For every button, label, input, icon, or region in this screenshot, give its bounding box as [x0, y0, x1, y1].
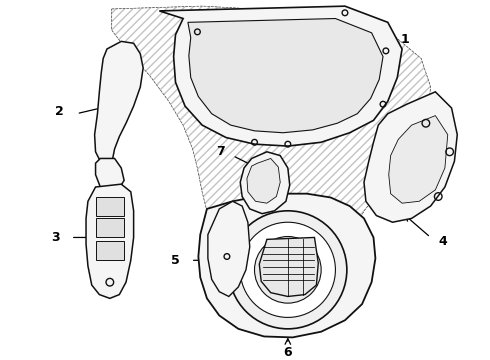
Polygon shape [208, 201, 250, 297]
Polygon shape [96, 219, 124, 238]
Polygon shape [364, 92, 457, 222]
Polygon shape [96, 158, 124, 192]
Text: 6: 6 [284, 346, 292, 359]
Polygon shape [96, 241, 124, 260]
Circle shape [254, 237, 321, 303]
Text: 2: 2 [55, 105, 64, 118]
Text: 7: 7 [216, 145, 225, 158]
Polygon shape [259, 238, 319, 297]
Polygon shape [112, 6, 431, 249]
Polygon shape [247, 158, 280, 203]
Polygon shape [112, 6, 431, 249]
Text: 4: 4 [438, 235, 447, 248]
Polygon shape [198, 194, 375, 337]
Polygon shape [95, 41, 143, 163]
Polygon shape [159, 6, 402, 146]
Text: 5: 5 [171, 254, 179, 267]
Polygon shape [188, 18, 383, 133]
Polygon shape [96, 197, 124, 216]
Circle shape [229, 211, 347, 329]
Circle shape [267, 249, 309, 291]
Polygon shape [86, 184, 134, 298]
Circle shape [240, 222, 336, 318]
Text: 3: 3 [51, 231, 59, 244]
Polygon shape [389, 116, 448, 203]
Polygon shape [240, 152, 290, 214]
Text: 1: 1 [400, 33, 409, 46]
